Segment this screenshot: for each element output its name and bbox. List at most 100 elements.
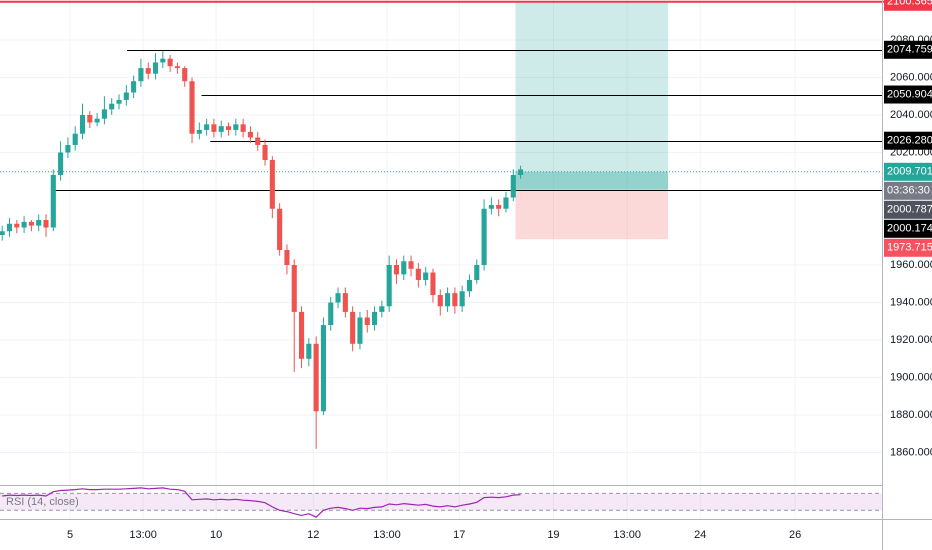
candle-body bbox=[372, 311, 378, 326]
price-label: 2000.787 bbox=[887, 204, 932, 216]
candle-body bbox=[408, 261, 414, 269]
candle-body bbox=[466, 280, 473, 292]
x-tick-label: 17 bbox=[453, 529, 465, 541]
candle-body bbox=[510, 174, 516, 198]
x-tick-label: 5 bbox=[67, 529, 73, 541]
x-tick-label: 13:00 bbox=[129, 529, 157, 541]
candle-body bbox=[364, 317, 370, 326]
candle-body bbox=[452, 293, 458, 307]
x-tick-label: 24 bbox=[694, 529, 706, 541]
price-label-box bbox=[884, 0, 932, 11]
y-tick-label: 1940.000 bbox=[890, 296, 932, 308]
price-label-box bbox=[884, 200, 932, 219]
candle-body bbox=[474, 265, 480, 281]
candle-body bbox=[72, 133, 78, 145]
rsi-band bbox=[0, 493, 882, 511]
candle-body bbox=[36, 219, 42, 226]
candle-body bbox=[152, 62, 159, 74]
candle-body bbox=[233, 124, 239, 130]
candle-body bbox=[204, 124, 210, 130]
candle-body bbox=[138, 68, 144, 82]
candle-body bbox=[58, 152, 64, 175]
candle-body bbox=[306, 343, 312, 359]
price-label: 1973.715 bbox=[887, 242, 932, 254]
candle-body bbox=[481, 208, 487, 266]
candle-body bbox=[496, 204, 502, 209]
candle-body bbox=[182, 68, 188, 82]
candle-body bbox=[437, 295, 443, 307]
price-label: 2074.759 bbox=[887, 44, 932, 56]
candle-body bbox=[116, 99, 122, 104]
candle-body bbox=[445, 293, 451, 307]
x-tick-label: 12 bbox=[307, 529, 319, 541]
x-tick-label: 13:00 bbox=[373, 529, 401, 541]
position-zone bbox=[515, 1, 669, 240]
candle-body bbox=[262, 144, 268, 160]
candle-body bbox=[255, 137, 261, 145]
y-tick-label: 1860.000 bbox=[890, 446, 932, 458]
x-tick-label: 26 bbox=[789, 529, 801, 541]
candle-body bbox=[131, 81, 137, 93]
price-label-box bbox=[884, 85, 932, 104]
candle-body bbox=[350, 311, 356, 344]
candle-body bbox=[196, 129, 202, 134]
price-label-box bbox=[884, 219, 932, 238]
price-label-box bbox=[884, 131, 932, 150]
candle-body bbox=[503, 197, 509, 209]
candle-body bbox=[240, 124, 246, 132]
y-tick-label: 2040.000 bbox=[890, 109, 932, 121]
candle-body bbox=[65, 144, 71, 153]
candle-body bbox=[94, 118, 100, 123]
candle-body bbox=[225, 126, 232, 130]
price-labels: 2100.365 2074.759 2050.904 2026.280 2009.701… bbox=[884, 0, 932, 257]
rsi-pane: RSI (14, close) bbox=[0, 487, 882, 518]
y-tick-label: 1960.000 bbox=[890, 259, 932, 271]
candle-body bbox=[174, 66, 180, 69]
candle-body bbox=[328, 302, 334, 326]
candle-body bbox=[430, 272, 436, 296]
candle-body bbox=[342, 293, 348, 312]
candle-body bbox=[284, 250, 290, 266]
candle-body bbox=[415, 268, 421, 281]
candle-body bbox=[43, 219, 49, 228]
candle-body bbox=[518, 169, 524, 175]
candle-body bbox=[123, 92, 129, 100]
candle-body bbox=[167, 58, 173, 67]
price-label-box bbox=[884, 40, 932, 59]
price-label-box bbox=[884, 162, 932, 181]
level-lines bbox=[0, 0, 932, 191]
candle-body bbox=[79, 114, 86, 134]
price-label: 2009.701 bbox=[887, 166, 932, 178]
candle-body bbox=[28, 221, 34, 226]
candle-body bbox=[298, 311, 305, 359]
candle-body bbox=[189, 81, 195, 134]
candle-body bbox=[109, 103, 115, 110]
candle-body bbox=[357, 317, 363, 344]
candle-body bbox=[488, 204, 494, 209]
candle-body bbox=[160, 58, 166, 63]
candle-body bbox=[423, 272, 429, 281]
candle-body bbox=[6, 223, 13, 232]
price-label: 2050.904 bbox=[887, 88, 932, 100]
candles bbox=[0, 51, 524, 449]
y-tick-label: 1920.000 bbox=[890, 334, 932, 346]
y-tick-label: 1900.000 bbox=[890, 371, 932, 383]
x-tick-label: 19 bbox=[547, 529, 559, 541]
price-label: 2000.174 bbox=[887, 223, 932, 235]
candle-body bbox=[320, 325, 327, 412]
x-tick-label: 13:00 bbox=[613, 529, 641, 541]
candle-body bbox=[14, 223, 20, 228]
price-label-box bbox=[884, 238, 932, 257]
candle-body bbox=[101, 109, 107, 119]
candle-body bbox=[393, 265, 400, 275]
candle-body bbox=[459, 291, 465, 307]
candle-body bbox=[21, 221, 27, 228]
candle-body bbox=[145, 68, 151, 74]
countdown-label: 03:36:30 bbox=[887, 185, 930, 197]
axes: 2080.0002060.0002040.0002020.0001960.000… bbox=[67, 34, 932, 541]
candle-body bbox=[269, 159, 275, 209]
loss-zone bbox=[515, 189, 669, 240]
price-label: 2100.365 bbox=[887, 0, 932, 8]
